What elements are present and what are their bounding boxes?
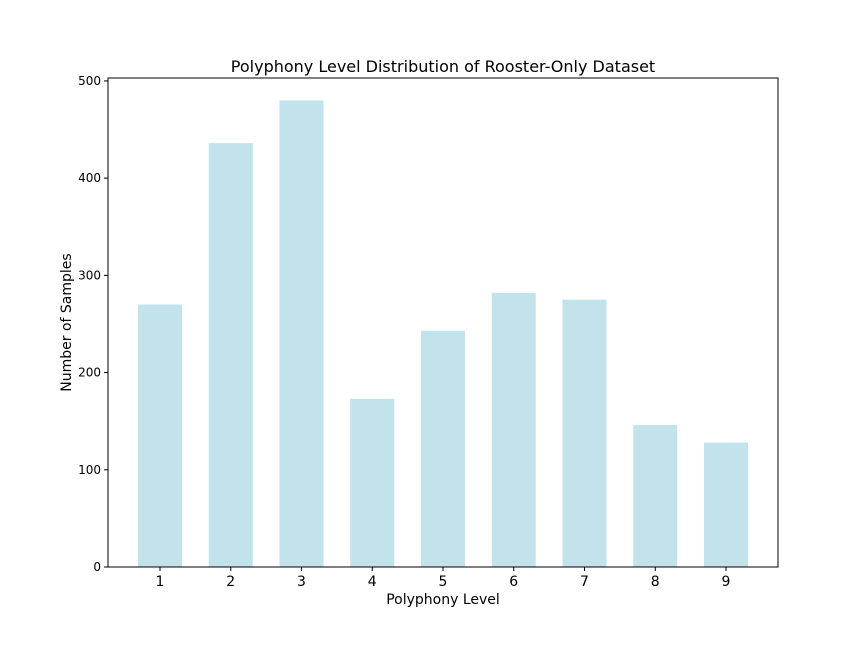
y-tick-label: 500 (78, 74, 101, 88)
y-tick-label: 300 (78, 268, 101, 282)
bar-7 (562, 299, 607, 567)
y-axis-label: Number of Samples (59, 253, 75, 391)
bar-4 (350, 398, 395, 567)
bar-3 (279, 100, 324, 568)
bar-6 (491, 292, 536, 567)
bar-9 (704, 442, 748, 567)
x-tick-label: 6 (509, 574, 518, 590)
y-axis: 0 100 200 300 400 500 (78, 74, 108, 574)
x-tick-label: 5 (439, 574, 448, 590)
x-tick-label: 1 (156, 574, 165, 590)
bar-2 (208, 143, 253, 567)
y-tick-label: 200 (78, 366, 101, 380)
x-tick-label: 7 (580, 574, 589, 590)
bars-group (138, 100, 748, 568)
x-tick-label: 2 (226, 574, 235, 590)
x-tick-label: 8 (651, 574, 660, 590)
bar-5 (421, 330, 465, 567)
y-tick-label: 0 (93, 560, 101, 574)
x-tick-label: 4 (368, 574, 377, 590)
x-tick-label: 3 (297, 574, 306, 590)
x-axis-label: Polyphony Level (386, 592, 500, 608)
bar-8 (633, 425, 678, 567)
y-tick-label: 400 (78, 171, 101, 185)
bar-1 (138, 304, 182, 567)
chart-title: Polyphony Level Distribution of Rooster-… (231, 57, 655, 76)
x-axis: 1 2 3 4 5 6 7 8 9 (156, 567, 731, 590)
x-tick-label: 9 (722, 574, 731, 590)
y-tick-label: 100 (78, 463, 101, 477)
